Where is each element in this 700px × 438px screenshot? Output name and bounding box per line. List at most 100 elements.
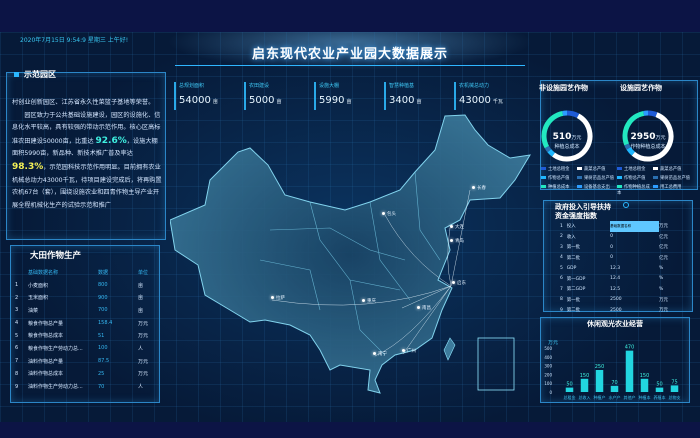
crop-table: 基础数据名称 数据 单位 1 小麦面积 800 亩 2 玉米面积 900 亩 3 油菜 700 亩 4 粮食作… xyxy=(15,266,155,393)
row-unit: 人 xyxy=(138,345,144,352)
bar[interactable] xyxy=(640,378,649,392)
legend-item[interactable]: 种植总成本 xyxy=(541,184,577,190)
legend-item[interactable]: 用工总费用 xyxy=(653,184,693,196)
donut-segment[interactable] xyxy=(541,110,564,149)
intro-text: 村创业创新园区、江苏省永久性菜篮子基地等荣誉。 园区致力于公共基础设施建设，园区… xyxy=(12,99,162,209)
bar[interactable] xyxy=(670,385,679,392)
bar-value-label: 150 xyxy=(640,373,650,379)
table-header: 基础数据名称 数据 单位 xyxy=(28,269,149,276)
map-city-label[interactable]: 拉萨 xyxy=(271,295,285,301)
map-city-label[interactable]: 南宁 xyxy=(373,351,387,357)
donut-segment[interactable] xyxy=(647,110,658,117)
bar-chart: 万元 0 100 200 300 400 500 50 总租金 150 总收入 250 种植产 70 水产产… xyxy=(544,340,680,400)
bottom-band xyxy=(0,422,700,438)
legend-swatch xyxy=(617,167,622,170)
stat-label: 农机械总动力 xyxy=(459,83,490,89)
bar[interactable] xyxy=(610,385,619,392)
legend-item[interactable]: 果树苗品总产值 xyxy=(577,175,617,181)
row-value: 基础数据名称 xyxy=(610,221,660,232)
row-name: GDP xyxy=(566,265,577,271)
bar[interactable] xyxy=(595,370,604,392)
y-tick-label: 200 xyxy=(544,372,552,377)
table-row: 3 第一批 0 亿元 xyxy=(560,242,680,253)
legend-item[interactable]: 土地总租金 xyxy=(617,166,653,172)
china-outline xyxy=(170,114,531,394)
table-row: 7 油料作物总产量 87.5 万元 xyxy=(15,355,155,368)
row-index: 8 xyxy=(560,297,563,303)
legend-item[interactable]: 果树苗品总产值 xyxy=(653,175,693,181)
datetime: 2020年7月15日 9:54:9 星期三 上午好! xyxy=(20,37,129,44)
map-city-label[interactable]: 长春 xyxy=(472,185,486,191)
row-value: 2500 xyxy=(610,297,622,303)
legend-label: 果树苗品总产值 xyxy=(584,176,615,181)
legend-item[interactable]: 蔬菜总产值 xyxy=(653,166,693,172)
row-unit: 万元 xyxy=(138,333,149,340)
table-row: 6 第一GDP 12.4% xyxy=(560,274,680,285)
row-value: 70 xyxy=(98,383,105,390)
legend-swatch xyxy=(653,185,658,188)
row-index: 4 xyxy=(15,320,19,327)
bar-value-label: 75 xyxy=(671,379,677,385)
donut-segment[interactable] xyxy=(566,110,580,119)
stat-unit: 亩 xyxy=(276,99,282,105)
donut-segment[interactable] xyxy=(624,143,631,150)
table-row: 2 收入 0 亿元 xyxy=(560,232,680,243)
legend-item[interactable]: 设备基总支出 xyxy=(577,184,617,190)
table-row: 1 投入 基础数据名称 万元 xyxy=(560,221,680,232)
donut-segment[interactable] xyxy=(631,112,674,162)
bar[interactable] xyxy=(655,387,664,392)
legend-item[interactable]: 作物总产值 xyxy=(617,175,653,181)
bar-value-label: 150 xyxy=(580,373,590,379)
title-underline xyxy=(175,63,525,66)
donut-segment[interactable] xyxy=(622,110,645,146)
legend-label: 蔬菜总产值 xyxy=(584,167,606,172)
row-unit: 亩 xyxy=(138,295,144,302)
row-name: 油料作物总产量 xyxy=(28,358,64,365)
donut-segment[interactable] xyxy=(552,113,593,162)
bar[interactable] xyxy=(565,387,574,392)
map-city-label[interactable]: 大连 xyxy=(450,224,464,230)
y-tick-label: 100 xyxy=(544,381,552,386)
table-row: 8 第一批 2500 万元 xyxy=(560,295,680,306)
row-value: 51 xyxy=(98,332,105,339)
donut-value: 510 xyxy=(552,132,572,142)
legend-item[interactable]: 土地总租金 xyxy=(541,166,577,172)
row-name: 粮食作物生产劳动力总... xyxy=(28,345,83,352)
donut-segment[interactable] xyxy=(547,149,556,157)
table-row: 4 粮食作物总产量 158.4 万元 xyxy=(15,317,155,330)
row-name: 粮食作物总成本 xyxy=(28,333,64,340)
donut-title: 非设施园艺作物 xyxy=(539,84,588,92)
intro-title: 示范园区 xyxy=(24,70,56,79)
x-tick-label: 其他产 xyxy=(624,394,636,400)
row-index: 7 xyxy=(15,358,19,365)
map-city-label[interactable]: 青岛 xyxy=(450,238,464,244)
map-city-label[interactable]: 广州 xyxy=(402,348,416,354)
row-unit: % xyxy=(659,265,664,271)
donut-unit: 万元 xyxy=(571,135,582,141)
legend-item[interactable]: 蔬菜总产值 xyxy=(577,166,617,172)
bar[interactable] xyxy=(625,350,634,392)
row-index: 1 xyxy=(560,223,563,229)
legend-swatch xyxy=(541,167,546,170)
legend-item[interactable]: 作物总产值 xyxy=(541,175,577,181)
bar-value-label: 50 xyxy=(656,382,662,388)
donut-segment[interactable] xyxy=(626,146,636,156)
map-city-label[interactable]: 启东 xyxy=(452,280,466,286)
legend-item[interactable]: 作物种植总成本 xyxy=(617,184,653,196)
legend-label: 作物总产值 xyxy=(548,176,570,181)
taiwan xyxy=(443,337,456,361)
bar[interactable] xyxy=(580,378,589,392)
row-index: 5 xyxy=(15,332,19,339)
stat-card: 总规划面积 54000 亩 xyxy=(174,82,218,110)
map-city-label[interactable]: 南昌 xyxy=(417,305,431,311)
donut-segment[interactable] xyxy=(544,145,552,153)
row-name: 收入 xyxy=(566,234,576,240)
map-city-label[interactable]: 重庆 xyxy=(362,298,376,304)
stat-value: 43000 xyxy=(459,95,491,106)
row-unit: 亩 xyxy=(138,307,144,314)
legend-label: 果树苗品总产值 xyxy=(660,176,691,181)
legend-label: 作物总产值 xyxy=(624,176,646,181)
stat-value: 54000 xyxy=(179,95,211,106)
map-city-label[interactable]: 包头 xyxy=(382,211,396,217)
row-unit: 亩 xyxy=(138,282,144,289)
